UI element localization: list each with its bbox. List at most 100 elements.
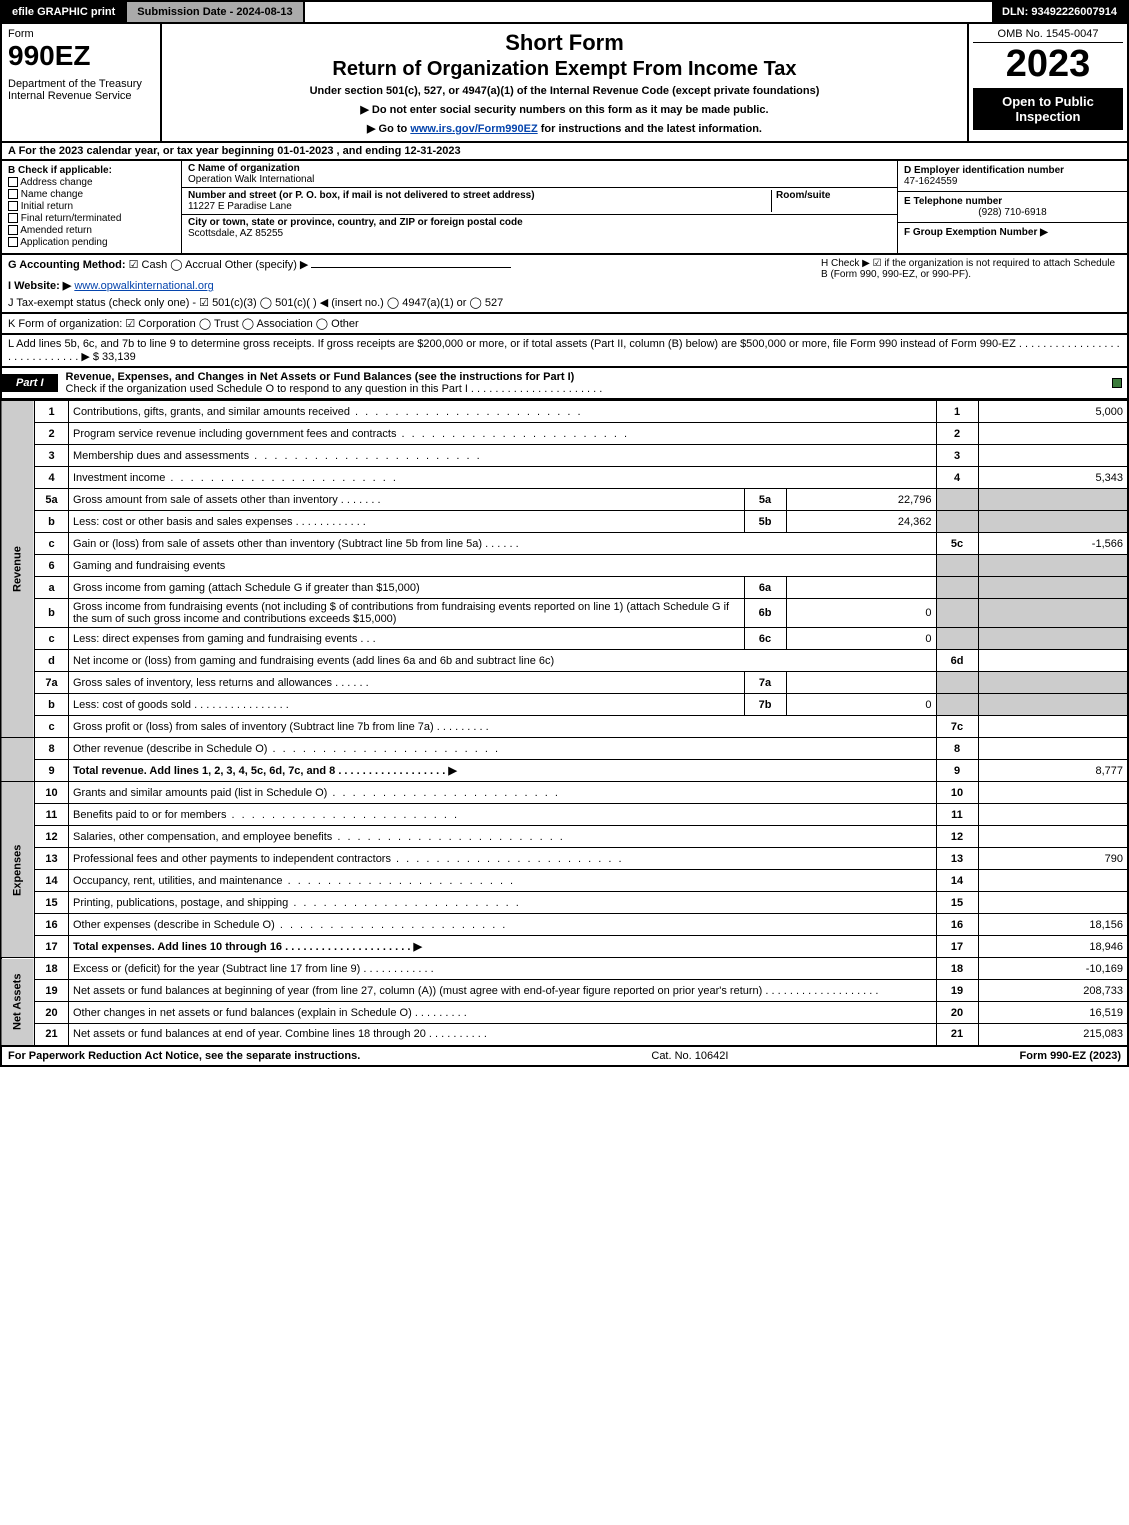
org-name: Operation Walk International bbox=[188, 174, 891, 185]
tax-year: 2023 bbox=[973, 43, 1123, 86]
return-subtitle: Under section 501(c), 527, or 4947(a)(1)… bbox=[170, 85, 959, 97]
org-street: 11227 E Paradise Lane bbox=[188, 201, 771, 212]
table-row: 5a Gross amount from sale of assets othe… bbox=[1, 489, 1128, 511]
efile-label[interactable]: efile GRAPHIC print bbox=[2, 2, 125, 22]
i-label: I Website: ▶ bbox=[8, 280, 71, 292]
omb-number: OMB No. 1545-0047 bbox=[973, 28, 1123, 43]
h-schedule-b: H Check ▶ ☑ if the organization is not r… bbox=[821, 258, 1121, 309]
table-row: 16 Other expenses (describe in Schedule … bbox=[1, 914, 1128, 936]
footer-left: For Paperwork Reduction Act Notice, see … bbox=[8, 1050, 360, 1062]
table-row: a Gross income from gaming (attach Sched… bbox=[1, 577, 1128, 599]
table-row: c Gain or (loss) from sale of assets oth… bbox=[1, 533, 1128, 555]
dept-line-1: Department of the Treasury bbox=[8, 78, 154, 90]
dln-label: DLN: 93492226007914 bbox=[992, 2, 1127, 22]
irs-link[interactable]: www.irs.gov/Form990EZ bbox=[410, 123, 537, 135]
part-1-checkbox[interactable] bbox=[1107, 377, 1127, 389]
b-opt-amended-return[interactable]: Amended return bbox=[8, 225, 175, 236]
spacer bbox=[305, 2, 992, 22]
table-row: c Less: direct expenses from gaming and … bbox=[1, 628, 1128, 650]
table-row: 11 Benefits paid to or for members 11 bbox=[1, 804, 1128, 826]
table-row: 3 Membership dues and assessments 3 bbox=[1, 445, 1128, 467]
submission-date: Submission Date - 2024-08-13 bbox=[125, 2, 304, 22]
table-row: 12 Salaries, other compensation, and emp… bbox=[1, 826, 1128, 848]
lines-table: Revenue 1 Contributions, gifts, grants, … bbox=[0, 400, 1129, 1047]
form-header: Form 990EZ Department of the Treasury In… bbox=[0, 24, 1129, 143]
table-row: 4 Investment income 4 5,343 bbox=[1, 467, 1128, 489]
column-c: C Name of organization Operation Walk In… bbox=[182, 161, 897, 253]
line-rnum: 1 bbox=[936, 401, 978, 423]
b-title: B Check if applicable: bbox=[8, 165, 175, 176]
table-row: 15 Printing, publications, postage, and … bbox=[1, 892, 1128, 914]
table-row: Expenses 10 Grants and similar amounts p… bbox=[1, 782, 1128, 804]
table-row: 14 Occupancy, rent, utilities, and maint… bbox=[1, 870, 1128, 892]
website-link[interactable]: www.opwalkinternational.org bbox=[74, 280, 213, 292]
b-opt-application-pending[interactable]: Application pending bbox=[8, 237, 175, 248]
part-1-header: Part I Revenue, Expenses, and Changes in… bbox=[0, 368, 1129, 400]
instr2-post: for instructions and the latest informat… bbox=[538, 123, 762, 135]
f-group-label: F Group Exemption Number ▶ bbox=[904, 227, 1121, 238]
e-phone-value: (928) 710-6918 bbox=[904, 207, 1121, 218]
table-row: 17 Total expenses. Add lines 10 through … bbox=[1, 936, 1128, 958]
c-room-label: Room/suite bbox=[776, 190, 891, 201]
table-row: b Less: cost or other basis and sales ex… bbox=[1, 511, 1128, 533]
table-row: c Gross profit or (loss) from sales of i… bbox=[1, 716, 1128, 738]
footer-right: Form 990-EZ (2023) bbox=[1020, 1050, 1121, 1062]
line-value: 5,000 bbox=[978, 401, 1128, 423]
dept-line-2: Internal Revenue Service bbox=[8, 90, 154, 102]
footer-catno: Cat. No. 10642I bbox=[360, 1050, 1019, 1062]
return-title: Return of Organization Exempt From Incom… bbox=[170, 58, 959, 81]
row-g-h: G Accounting Method: ☑ Cash ◯ Accrual Ot… bbox=[0, 255, 1129, 314]
side-net-assets: Net Assets bbox=[1, 958, 35, 1046]
header-middle: Short Form Return of Organization Exempt… bbox=[162, 24, 967, 141]
header-left: Form 990EZ Department of the Treasury In… bbox=[2, 24, 162, 141]
form-label: Form bbox=[8, 28, 154, 40]
b-opt-final-return[interactable]: Final return/terminated bbox=[8, 213, 175, 224]
page-footer: For Paperwork Reduction Act Notice, see … bbox=[0, 1047, 1129, 1067]
b-opt-initial-return[interactable]: Initial return bbox=[8, 201, 175, 212]
side-expenses: Expenses bbox=[1, 782, 35, 958]
instruction-2: ▶ Go to www.irs.gov/Form990EZ for instru… bbox=[170, 122, 959, 135]
e-phone-label: E Telephone number bbox=[904, 196, 1121, 207]
row-j-tax-exempt: J Tax-exempt status (check only one) - ☑… bbox=[8, 296, 821, 309]
table-row: Revenue 1 Contributions, gifts, grants, … bbox=[1, 401, 1128, 423]
g-options: ☑ Cash ◯ Accrual Other (specify) ▶ bbox=[129, 259, 309, 271]
table-row: 9 Total revenue. Add lines 1, 2, 3, 4, 5… bbox=[1, 760, 1128, 782]
b-opt-address-change[interactable]: Address change bbox=[8, 177, 175, 188]
side-revenue: Revenue bbox=[1, 401, 35, 738]
column-def: D Employer identification number 47-1624… bbox=[897, 161, 1127, 253]
c-name-label: C Name of organization bbox=[188, 163, 891, 174]
table-row: 19 Net assets or fund balances at beginn… bbox=[1, 980, 1128, 1002]
table-row: b Less: cost of goods sold . . . . . . .… bbox=[1, 694, 1128, 716]
table-row: 13 Professional fees and other payments … bbox=[1, 848, 1128, 870]
org-city: Scottsdale, AZ 85255 bbox=[188, 228, 891, 239]
table-row: Net Assets 18 Excess or (deficit) for th… bbox=[1, 958, 1128, 980]
instr2-pre: ▶ Go to bbox=[367, 123, 410, 135]
table-row: 8 Other revenue (describe in Schedule O)… bbox=[1, 738, 1128, 760]
column-b: B Check if applicable: Address change Na… bbox=[2, 161, 182, 253]
instruction-1: ▶ Do not enter social security numbers o… bbox=[170, 103, 959, 116]
part-1-label: Part I bbox=[2, 374, 58, 392]
short-form-title: Short Form bbox=[170, 30, 959, 56]
part-1-title: Revenue, Expenses, and Changes in Net As… bbox=[66, 371, 575, 383]
part-1-subtitle: Check if the organization used Schedule … bbox=[66, 383, 603, 395]
row-l-gross-receipts: L Add lines 5b, 6c, and 7b to line 9 to … bbox=[0, 335, 1129, 368]
open-public-box: Open to Public Inspection bbox=[973, 88, 1123, 130]
table-row: 6 Gaming and fundraising events bbox=[1, 555, 1128, 577]
table-row: 20 Other changes in net assets or fund b… bbox=[1, 1002, 1128, 1024]
line-desc: Contributions, gifts, grants, and simila… bbox=[69, 401, 937, 423]
form-number: 990EZ bbox=[8, 40, 154, 72]
row-k-form-org: K Form of organization: ☑ Corporation ◯ … bbox=[0, 314, 1129, 335]
section-bcdef: B Check if applicable: Address change Na… bbox=[0, 161, 1129, 255]
table-row: 21 Net assets or fund balances at end of… bbox=[1, 1024, 1128, 1046]
d-ein-value: 47-1624559 bbox=[904, 176, 1121, 187]
c-street-label: Number and street (or P. O. box, if mail… bbox=[188, 190, 771, 201]
row-a-tax-year: A For the 2023 calendar year, or tax yea… bbox=[0, 143, 1129, 161]
c-city-label: City or town, state or province, country… bbox=[188, 217, 891, 228]
table-row: d Net income or (loss) from gaming and f… bbox=[1, 650, 1128, 672]
table-row: 2 Program service revenue including gove… bbox=[1, 423, 1128, 445]
b-opt-name-change[interactable]: Name change bbox=[8, 189, 175, 200]
table-row: 7a Gross sales of inventory, less return… bbox=[1, 672, 1128, 694]
table-row: b Gross income from fundraising events (… bbox=[1, 599, 1128, 628]
d-ein-label: D Employer identification number bbox=[904, 165, 1121, 176]
top-bar: efile GRAPHIC print Submission Date - 20… bbox=[0, 0, 1129, 24]
